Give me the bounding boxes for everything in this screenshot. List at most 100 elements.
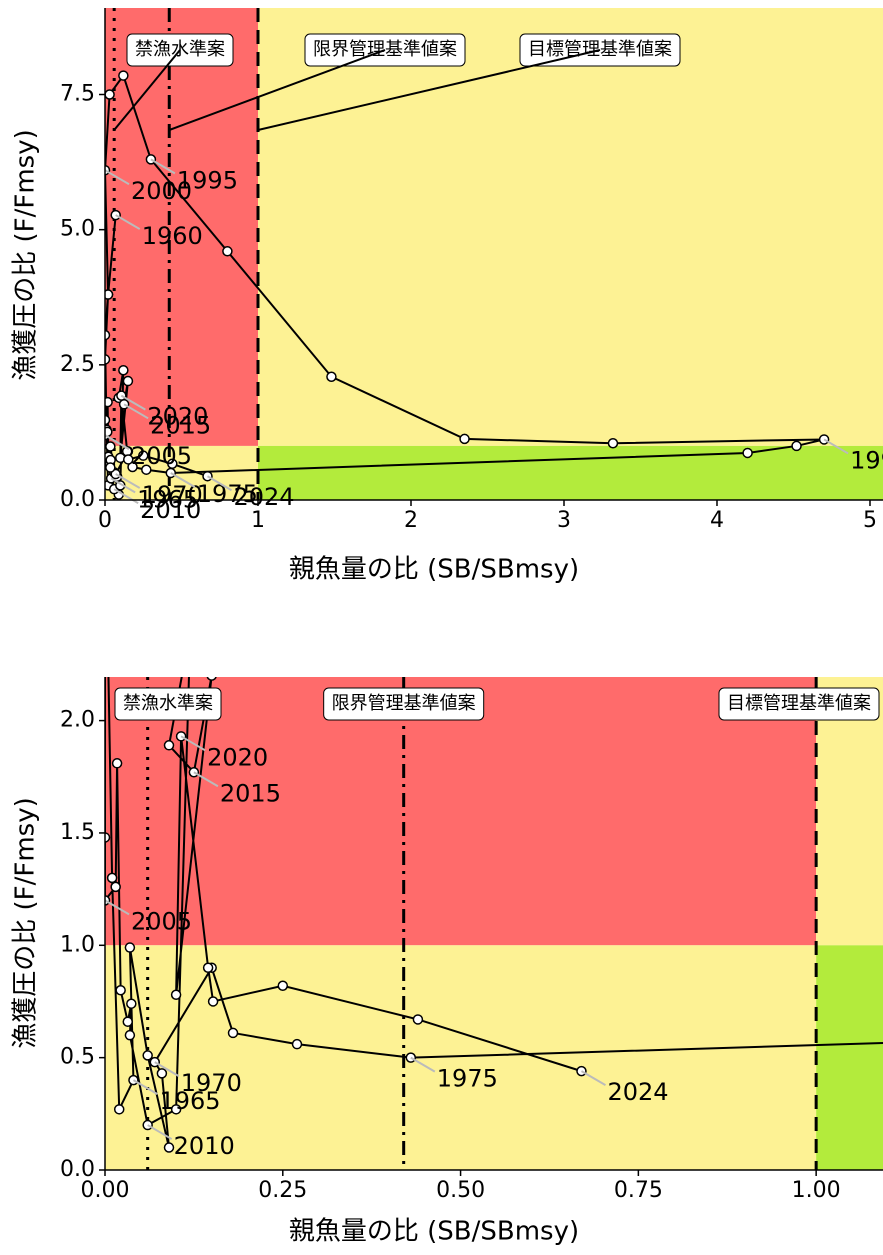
x-tick-label: 4 <box>710 508 724 533</box>
point <box>124 1029 136 1041</box>
label-leader <box>257 49 601 131</box>
label-leader <box>113 488 139 505</box>
point <box>106 872 118 884</box>
point-label: 1960 <box>142 222 203 250</box>
point <box>105 414 111 426</box>
point <box>105 462 116 473</box>
reference-label: 目標管理基準値案 <box>528 39 672 60</box>
point <box>206 677 217 681</box>
x-tick-label: 1.00 <box>792 1178 841 1203</box>
x-tick-label: 0.50 <box>436 1178 485 1203</box>
label-leader <box>104 434 130 450</box>
reference-label: 禁漁水準案 <box>123 693 213 714</box>
label-leader <box>113 49 181 131</box>
reference-label: 限界管理基準値案 <box>332 693 476 714</box>
point <box>111 758 123 769</box>
y-tick-label: 2.0 <box>60 708 95 733</box>
point <box>222 246 233 257</box>
label-leader <box>115 214 141 230</box>
x-axis-title: 親魚量の比 (SB/SBmsy) <box>289 1217 579 1247</box>
point <box>127 461 138 473</box>
point <box>105 441 116 452</box>
point <box>791 440 802 452</box>
point <box>156 1068 168 1079</box>
point <box>607 437 619 449</box>
point-label: 2000 <box>131 177 192 205</box>
point <box>742 447 753 459</box>
point-label: 2020 <box>207 743 268 771</box>
plot-area <box>105 8 883 500</box>
y-tick-label: 0.0 <box>60 487 95 512</box>
label-leader <box>170 472 196 488</box>
point <box>170 989 182 1000</box>
y-tick-label: 2.5 <box>60 352 95 377</box>
reference-label: 目標管理基準値案 <box>727 693 871 714</box>
label-leader <box>104 899 130 916</box>
y-tick-label: 1.5 <box>60 820 95 845</box>
label-leader <box>110 477 136 494</box>
x-tick-label: 0 <box>98 508 112 533</box>
point <box>163 1142 175 1153</box>
y-tick-label: 5.0 <box>60 217 95 242</box>
point-label: 2015 <box>150 411 211 439</box>
point-label: 2024 <box>607 1078 668 1106</box>
label-leader <box>123 403 149 420</box>
point <box>141 464 152 475</box>
point <box>105 832 111 843</box>
reference-label-box <box>323 687 485 721</box>
plot-area <box>101 581 883 1170</box>
label-leader <box>823 438 849 455</box>
point <box>124 942 136 953</box>
point <box>122 375 134 387</box>
label-leader <box>150 158 176 175</box>
point <box>105 289 114 300</box>
point <box>101 581 110 590</box>
point <box>142 1050 153 1061</box>
x-tick-label: 2 <box>404 508 418 533</box>
point <box>105 89 115 100</box>
point <box>123 454 134 465</box>
label-leader <box>120 394 146 411</box>
x-tick-label: 0.75 <box>614 1178 663 1203</box>
reference-label-box <box>114 687 222 721</box>
point <box>202 962 214 974</box>
label-leader <box>115 473 141 489</box>
x-tick-label: 0.00 <box>81 1178 130 1203</box>
x-tick-label: 1 <box>251 508 265 533</box>
label-leader <box>147 1124 173 1140</box>
point-label: 1975 <box>197 480 258 508</box>
label-leader <box>580 1070 606 1086</box>
point <box>105 329 111 341</box>
label-leader <box>168 49 386 131</box>
point <box>459 433 470 445</box>
reference-label: 禁漁水準案 <box>135 39 225 60</box>
point <box>118 364 129 376</box>
point <box>126 998 137 1009</box>
x-axis-title: 親魚量の比 (SB/SBmsy) <box>289 555 579 585</box>
point <box>105 354 111 365</box>
point <box>118 70 129 81</box>
label-leader <box>180 735 206 752</box>
point <box>137 450 149 461</box>
reference-label: 限界管理基準値案 <box>313 39 457 60</box>
zone <box>257 8 883 446</box>
zone <box>816 945 883 1170</box>
label-leader <box>207 475 233 492</box>
zone <box>105 677 817 946</box>
point-label: 2015 <box>220 779 281 807</box>
zone <box>257 445 883 500</box>
point-label: 1975 <box>437 1065 498 1093</box>
zone <box>105 945 817 1170</box>
point-label: 2005 <box>131 907 192 935</box>
point <box>277 980 289 991</box>
x-tick-label: 3 <box>557 508 571 533</box>
point <box>163 740 175 751</box>
point-label: 1965 <box>159 1087 220 1115</box>
point-label: 2020 <box>147 403 208 431</box>
point-label: 2005 <box>131 442 192 470</box>
point-label: 2010 <box>174 1132 235 1160</box>
point <box>105 426 113 438</box>
zone <box>105 8 258 446</box>
label-leader <box>193 771 219 788</box>
